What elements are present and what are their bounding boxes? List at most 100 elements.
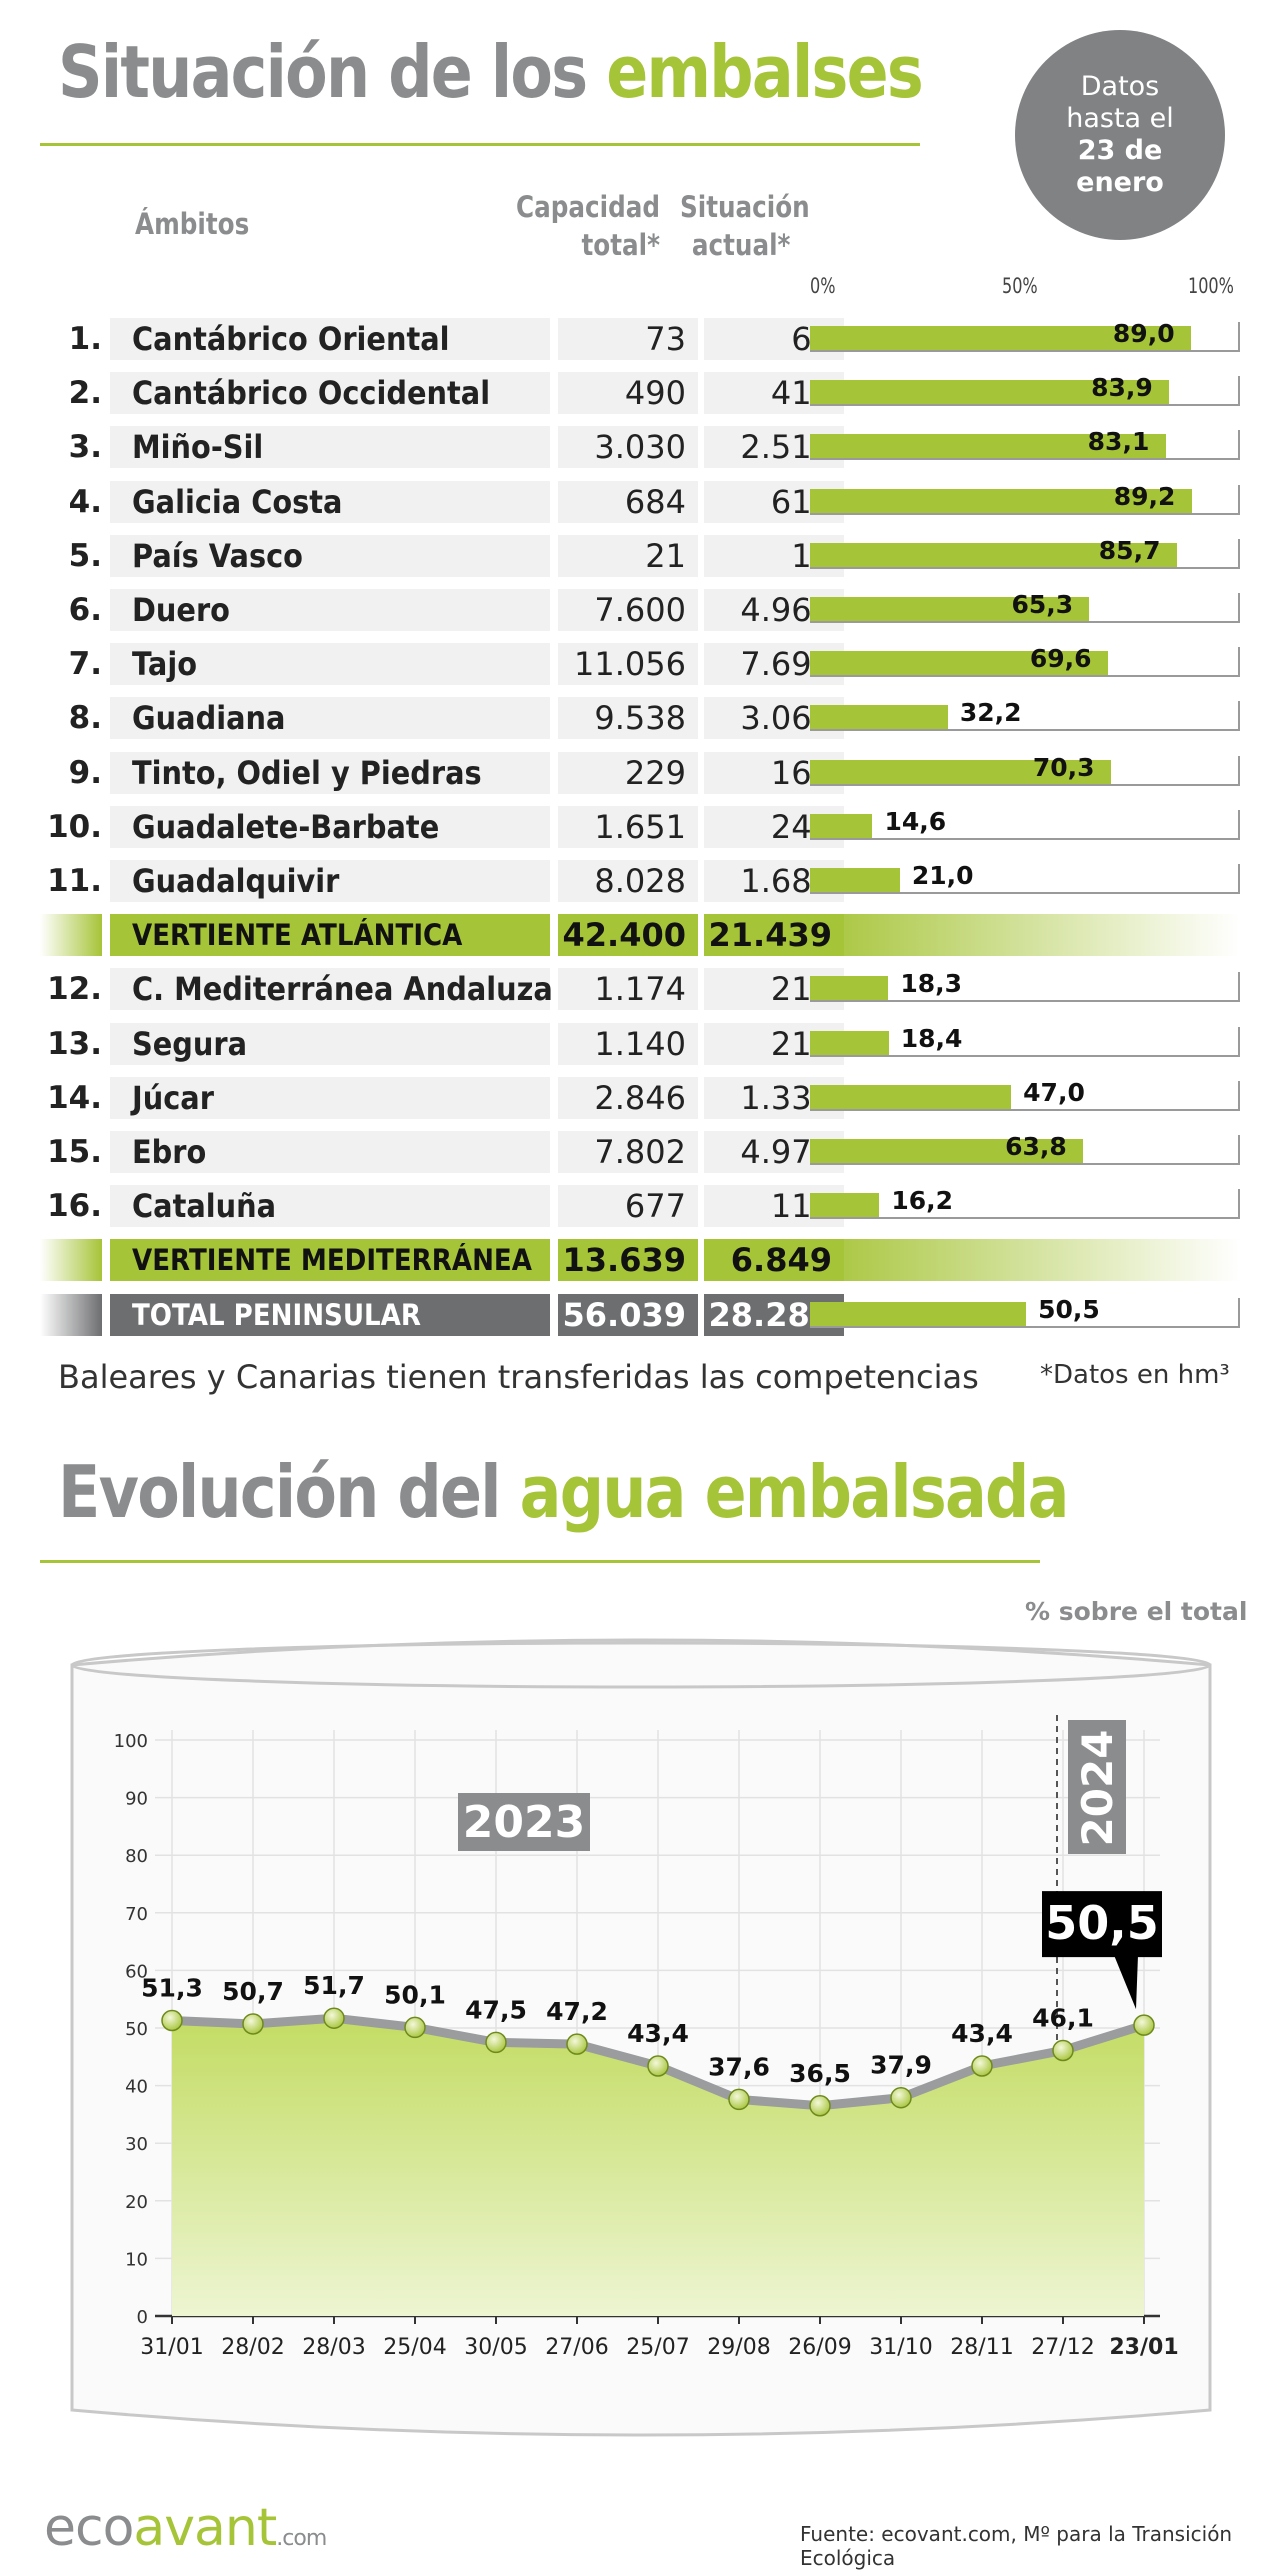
bar-value: 89,0 <box>1112 319 1175 348</box>
row-number: 14. <box>40 1077 102 1119</box>
row-name: Galicia Costa <box>110 481 550 523</box>
row-name-text: Ebro <box>132 1133 207 1171</box>
highlight-value-label: 50,5 <box>1045 1896 1159 1950</box>
row-number: 12. <box>40 968 102 1010</box>
row-capacity: 1.651 <box>558 806 698 848</box>
bar-fill <box>810 760 1111 784</box>
data-point <box>242 2013 264 2035</box>
logo-avant: avant <box>133 2498 277 2558</box>
data-point <box>890 2086 912 2109</box>
bar-value: 85,7 <box>1098 536 1161 565</box>
y-tick-label: 0 <box>137 2307 148 2328</box>
data-point <box>404 2016 426 2039</box>
bar-fill <box>810 1085 1012 1109</box>
row-tail <box>810 914 1240 956</box>
row-capacity: 8.028 <box>558 860 698 902</box>
x-tick-label: 27/12 <box>1031 2335 1094 2360</box>
row-capacity: 684 <box>558 481 698 523</box>
table-row: 11. Guadalquivir 8.028 1.688 21,0 <box>40 860 1240 906</box>
data-point <box>323 2007 345 2029</box>
row-number: 4. <box>40 481 102 523</box>
data-point <box>566 2033 588 2055</box>
bar-track: 18,4 <box>810 1024 1240 1057</box>
row-name-text: Guadalete-Barbate <box>132 808 440 846</box>
x-tick-label: 28/11 <box>950 2335 1013 2360</box>
bar-track: 47,0 <box>810 1078 1240 1111</box>
table-row: 6. Duero 7.600 4.964 65,3 <box>40 589 1240 635</box>
col-situacion: Situación actual* <box>680 188 810 264</box>
evolution-chart: 0 10 20 30 40 50 60 70 80 90 100 31/01 51,3 28/02 50,… <box>70 1638 1212 2437</box>
y-tick-label: 70 <box>125 1904 148 1925</box>
row-strip <box>40 1294 102 1336</box>
row-number: 3. <box>40 426 102 468</box>
x-tick-label: 31/01 <box>140 2335 203 2360</box>
bar-value: 14,6 <box>884 807 947 836</box>
bar-value: 50,5 <box>1038 1295 1100 1324</box>
row-name-text: Miño-Sil <box>132 428 264 466</box>
row-name-text: Tajo <box>132 645 198 683</box>
value-label: 37,6 <box>708 2052 770 2081</box>
row-current: 210 <box>704 1023 844 1065</box>
evolution-title-part-1: Evolución del <box>58 1450 502 1534</box>
row-name-text: Cantábrico Oriental <box>132 320 450 358</box>
row-name: Cantábrico Oriental <box>110 318 550 360</box>
ecoavant-logo: ecoavant.com <box>44 2498 327 2558</box>
evolution-title: Evolución del agua embalsada <box>58 1450 1069 1534</box>
row-number: 9. <box>40 752 102 794</box>
bar-track: 85,7 <box>810 536 1240 569</box>
y-tick-label: 80 <box>125 1846 148 1867</box>
row-number: 5. <box>40 535 102 577</box>
row-capacity: 73 <box>558 318 698 360</box>
row-name-text: Cataluña <box>132 1187 277 1225</box>
col-ambitos: Ámbitos <box>135 207 250 241</box>
chart-labels: 31/01 51,3 28/02 50,7 28/03 51,7 25/04 50,1 30/0… <box>140 1891 1179 2360</box>
x-tick-label: 27/06 <box>545 2335 608 2360</box>
pct-axis-50: 50% <box>1002 274 1038 298</box>
table-row: 3. Miño-Sil 3.030 2.519 83,1 <box>40 426 1240 472</box>
bar-value: 21,0 <box>911 861 974 890</box>
bar-value: 47,0 <box>1023 1078 1085 1107</box>
bar-fill <box>810 489 1192 513</box>
data-point <box>728 2088 750 2111</box>
y-tick-label: 90 <box>125 1789 148 1810</box>
row-name: Júcar <box>110 1077 550 1119</box>
x-tick-label: 31/10 <box>869 2335 932 2360</box>
x-tick-label: 29/08 <box>707 2335 770 2360</box>
y-tick-label: 40 <box>125 2077 148 2098</box>
row-name: Guadiana <box>110 697 550 739</box>
table-row: TOTAL PENINSULAR 56.039 28.288 50,5 <box>40 1294 1240 1340</box>
data-point <box>1052 2039 1074 2062</box>
row-name: TOTAL PENINSULAR <box>110 1294 550 1336</box>
value-label: 51,3 <box>141 1974 203 2003</box>
title-underline <box>40 143 920 146</box>
row-name-text: Guadiana <box>132 699 286 737</box>
bar-track: 69,6 <box>810 644 1240 677</box>
table-row: 4. Galicia Costa 684 610 89,2 <box>40 481 1240 527</box>
col-capacidad-line2: total* <box>581 228 660 262</box>
bar-track: 21,0 <box>810 861 1240 894</box>
table-row: VERTIENTE ATLÁNTICA 42.400 21.439 <box>40 914 1240 960</box>
table-row: 10. Guadalete-Barbate 1.651 241 14,6 <box>40 806 1240 852</box>
bar-track: 63,8 <box>810 1132 1240 1165</box>
row-name: Tajo <box>110 643 550 685</box>
row-number: 11. <box>40 860 102 902</box>
row-number: 2. <box>40 372 102 414</box>
value-label: 46,1 <box>1032 2003 1094 2032</box>
bar-fill <box>810 976 889 1000</box>
year-2023-bg <box>458 1793 590 1851</box>
table-row: 9. Tinto, Odiel y Piedras 229 161 70,3 <box>40 752 1240 798</box>
data-point <box>647 2055 669 2077</box>
evolution-underline <box>40 1560 1040 1563</box>
row-name: Segura <box>110 1023 550 1065</box>
row-capacity: 1.140 <box>558 1023 698 1065</box>
row-tail <box>810 1239 1240 1281</box>
table-row: 7. Tajo 11.056 7.694 69,6 <box>40 643 1240 689</box>
highlight-pointer <box>1114 1955 1138 2010</box>
row-capacity: 13.639 <box>558 1239 698 1281</box>
year-2024-bg <box>1068 1720 1126 1854</box>
date-line-3: 23 de <box>1077 135 1163 166</box>
pct-axis-0: 0% <box>810 274 836 298</box>
row-capacity: 7.802 <box>558 1131 698 1173</box>
bar-fill <box>810 705 948 729</box>
row-name-text: Cantábrico Occidental <box>132 374 491 412</box>
